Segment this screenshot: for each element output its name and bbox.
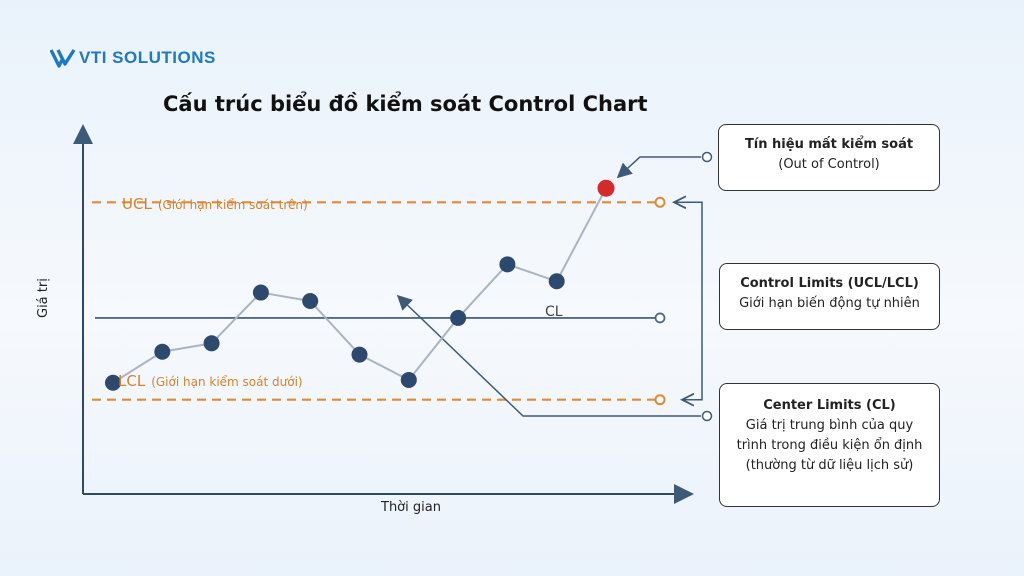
data-point bbox=[499, 256, 516, 273]
center-line-end bbox=[654, 312, 666, 324]
callout-text: (thường từ dữ liệu lịch sử) bbox=[745, 458, 914, 473]
callout-center-limits: Center Limits (CL) Giá trị trung bình củ… bbox=[719, 383, 940, 507]
logo-text: VTI SOLUTIONS bbox=[79, 48, 216, 67]
out-of-control-connector bbox=[616, 156, 701, 179]
connector-end bbox=[701, 151, 713, 163]
out-of-control-point bbox=[597, 179, 615, 197]
data-point bbox=[548, 273, 565, 290]
callout-out-of-control: Tín hiệu mất kiểm soát (Out of Control) bbox=[718, 124, 940, 191]
callout-title: Control Limits (UCL/LCL) bbox=[740, 276, 919, 291]
ucl-label-group: UCL (Giới hạn kiểm soát trên) bbox=[122, 194, 308, 213]
ucl-description: (Giới hạn kiểm soát trên) bbox=[157, 198, 308, 212]
data-point bbox=[154, 343, 171, 360]
callout-title: Tín hiệu mất kiểm soát bbox=[744, 137, 914, 152]
lcl-description: (Giới hạn kiểm soát dưới) bbox=[151, 375, 303, 389]
data-point bbox=[105, 374, 121, 391]
x-axis-label: Thời gian bbox=[381, 500, 441, 515]
ucl-label: UCL bbox=[122, 195, 152, 213]
data-point bbox=[351, 346, 368, 363]
page-title: Cấu trúc biểu đồ kiểm soát Control Chart bbox=[163, 92, 648, 116]
callout-text: Giá trị trung bình của quy bbox=[745, 418, 914, 433]
data-point bbox=[450, 309, 467, 326]
control-limits-bracket bbox=[682, 201, 703, 399]
lcl-label: LCL bbox=[118, 372, 146, 390]
brand-logo: VTI SOLUTIONS bbox=[50, 48, 216, 68]
callout-text: Giới hạn biến động tự nhiên bbox=[739, 296, 920, 311]
connector-end bbox=[701, 410, 713, 422]
y-axis-label: Giá trị bbox=[36, 278, 51, 318]
callout-control-limits: Control Limits (UCL/LCL) Giới hạn biến đ… bbox=[719, 263, 940, 330]
callout-text: (Out of Control) bbox=[778, 157, 880, 172]
callout-title: Center Limits (CL) bbox=[763, 398, 896, 413]
data-point bbox=[203, 335, 220, 352]
cl-label: CL bbox=[545, 304, 563, 320]
lcl-label-group: LCL (Giới hạn kiểm soát dưới) bbox=[118, 371, 303, 390]
data-point bbox=[252, 284, 269, 301]
data-point bbox=[302, 293, 319, 309]
ucl-line-end bbox=[654, 196, 666, 208]
callout-text: trình trong điều kiện ổn định bbox=[736, 438, 923, 453]
center-limits-connector bbox=[396, 294, 701, 417]
data-point bbox=[400, 371, 417, 388]
vti-logo-icon bbox=[50, 49, 76, 68]
lcl-line-end bbox=[654, 394, 666, 406]
